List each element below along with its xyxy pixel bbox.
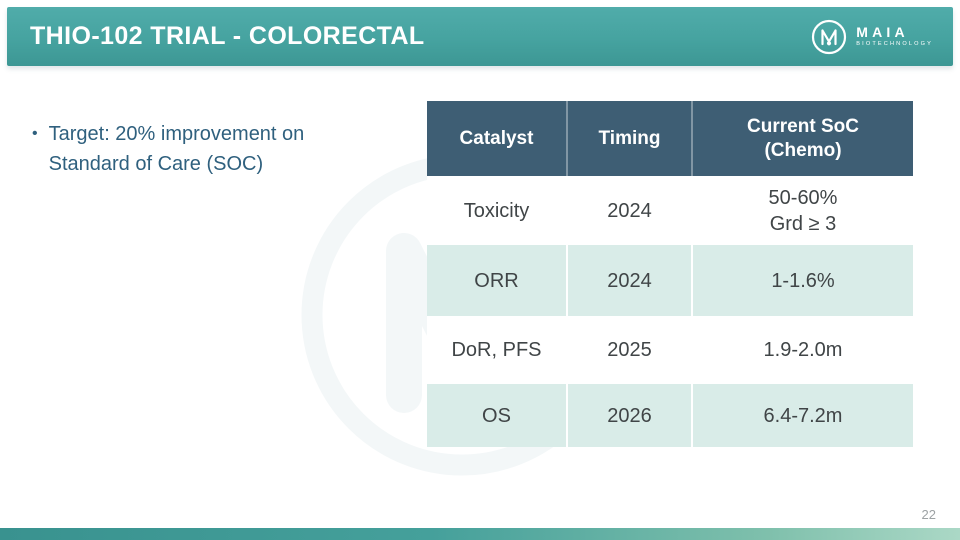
maia-m-droplet-icon: [812, 19, 847, 54]
table-row-3-soc: 1.9-2.0m: [693, 316, 913, 384]
col-header-label-line1: Current SoC: [747, 115, 859, 137]
table-row-4-soc: 6.4-7.2m: [693, 384, 913, 447]
cell-value: 1-1.6%: [771, 269, 835, 292]
col-header-label: Timing: [598, 127, 661, 149]
cell-value: ORR: [474, 269, 519, 292]
table-row-2-catalyst: ORR: [427, 245, 568, 316]
table-row-2-timing: 2024: [568, 245, 693, 316]
table-row-3-timing: 2025: [568, 316, 693, 384]
maia-logo: MAIA BIOTECHNOLOGY: [810, 7, 933, 66]
cell-value: OS: [482, 404, 511, 427]
logo-brand: MAIA: [856, 24, 909, 41]
table-row-2-soc: 1-1.6%: [693, 245, 913, 316]
cell-value: 6.4-7.2m: [763, 404, 843, 427]
cell-value: 2026: [607, 404, 652, 427]
col-header-current-soc: Current SoC (Chemo): [693, 101, 913, 176]
cell-value-line1: 50-60%: [768, 186, 838, 209]
cell-value: 2024: [607, 199, 652, 222]
table-row-3-catalyst: DoR, PFS: [427, 316, 568, 384]
header-bar: THIO-102 TRIAL - COLORECTAL MAIA BIOTECH…: [7, 7, 953, 66]
catalyst-table: Catalyst Timing Current SoC (Chemo) Toxi…: [427, 101, 913, 447]
cell-value: 2024: [607, 269, 652, 292]
logo-subtitle: BIOTECHNOLOGY: [856, 41, 933, 48]
bullet-text: Target: 20% improvement on Standard of C…: [48, 123, 305, 175]
bullet-item: • Target: 20% improvement on Standard of…: [32, 119, 352, 179]
cell-value: 2025: [607, 339, 652, 361]
slide-title: THIO-102 TRIAL - COLORECTAL: [30, 22, 425, 50]
col-header-timing: Timing: [568, 101, 693, 176]
footer-accent-bar: [0, 528, 960, 540]
col-header-label-line2: (Chemo): [764, 139, 842, 161]
table-row-1-catalyst: Toxicity: [427, 176, 568, 245]
table-row-4-timing: 2026: [568, 384, 693, 447]
page-number: 22: [921, 507, 936, 522]
bullet-marker: •: [32, 125, 38, 142]
cell-value: DoR, PFS: [451, 339, 542, 361]
table-row-1-timing: 2024: [568, 176, 693, 245]
table-row-4-catalyst: OS: [427, 384, 568, 447]
cell-value: 1.9-2.0m: [763, 339, 843, 361]
logo-text: MAIA BIOTECHNOLOGY: [856, 25, 933, 48]
col-header-label: Catalyst: [459, 127, 534, 149]
table-row-1-soc: 50-60% Grd ≥ 3: [693, 176, 913, 245]
col-header-catalyst: Catalyst: [427, 101, 568, 176]
cell-value: Toxicity: [463, 199, 530, 222]
cell-value-line2: Grd ≥ 3: [769, 212, 837, 235]
